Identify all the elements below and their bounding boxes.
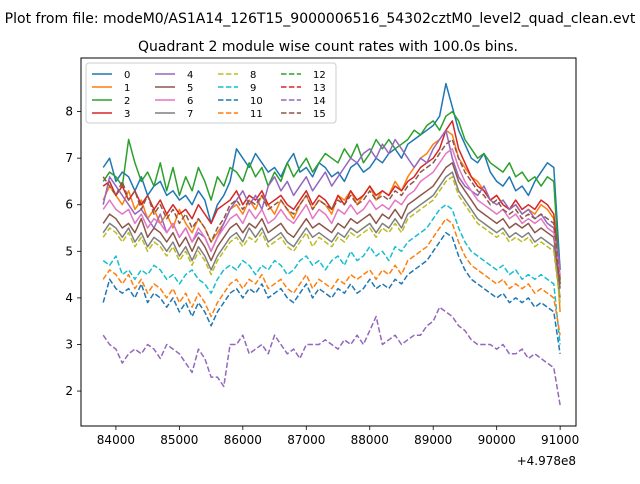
series-line-5 <box>102 162 561 289</box>
x-tick-label: 85000 <box>160 433 198 447</box>
series-line-8 <box>102 176 561 303</box>
series-line-15 <box>102 138 561 284</box>
x-tick-label: 90000 <box>478 433 516 447</box>
series-line-3 <box>102 120 561 280</box>
y-tick-label: 3 <box>65 337 73 351</box>
legend-box <box>85 62 337 124</box>
legend-label-5: 5 <box>187 83 193 94</box>
legend-label-4: 4 <box>187 70 193 81</box>
series-line-14 <box>102 306 561 406</box>
plot-frame <box>80 57 577 427</box>
y-tick-label: 7 <box>65 151 73 165</box>
series-group <box>102 82 561 406</box>
x-offset-label: +4.978e8 <box>517 454 576 468</box>
legend-label-9: 9 <box>250 83 256 94</box>
x-tick-label: 84000 <box>97 433 135 447</box>
series-line-6 <box>102 148 561 275</box>
legend-label-12: 12 <box>313 70 326 81</box>
series-line-9 <box>102 203 561 345</box>
chart-title: Quadrant 2 module wise count rates with … <box>138 39 518 55</box>
y-axis: 2 3 4 5 6 7 8 <box>65 105 81 398</box>
legend-label-8: 8 <box>250 70 256 81</box>
x-tick-label: 86000 <box>224 433 262 447</box>
legend-label-15: 15 <box>313 109 326 120</box>
x-tick-label: 88000 <box>351 433 389 447</box>
series-line-7 <box>102 171 561 298</box>
y-tick-label: 6 <box>65 198 73 212</box>
x-axis: 84000 85000 86000 87000 88000 89000 90000 91000 <box>97 426 579 447</box>
chart-suptitle: Plot from file: modeM0/AS1A14_126T15_900… <box>5 11 636 27</box>
legend-label-0: 0 <box>124 70 130 81</box>
series-line-11 <box>102 217 561 336</box>
y-tick-label: 2 <box>65 384 73 398</box>
legend-label-13: 13 <box>313 83 326 94</box>
legend-label-1: 1 <box>124 83 130 94</box>
series-line-10 <box>102 231 561 354</box>
legend-label-7: 7 <box>187 109 193 120</box>
legend-label-3: 3 <box>124 109 130 120</box>
x-tick-label: 87000 <box>287 433 325 447</box>
series-line-2 <box>102 110 561 284</box>
legend-label-6: 6 <box>187 96 193 107</box>
legend-label-11: 11 <box>250 109 263 120</box>
y-tick-label: 5 <box>65 244 73 258</box>
x-tick-label: 91000 <box>541 433 579 447</box>
legend-label-10: 10 <box>250 96 263 107</box>
x-tick-label: 89000 <box>414 433 452 447</box>
y-tick-label: 8 <box>65 105 73 119</box>
y-tick-label: 4 <box>65 291 73 305</box>
legend-label-14: 14 <box>313 96 326 107</box>
legend-label-2: 2 <box>124 96 130 107</box>
